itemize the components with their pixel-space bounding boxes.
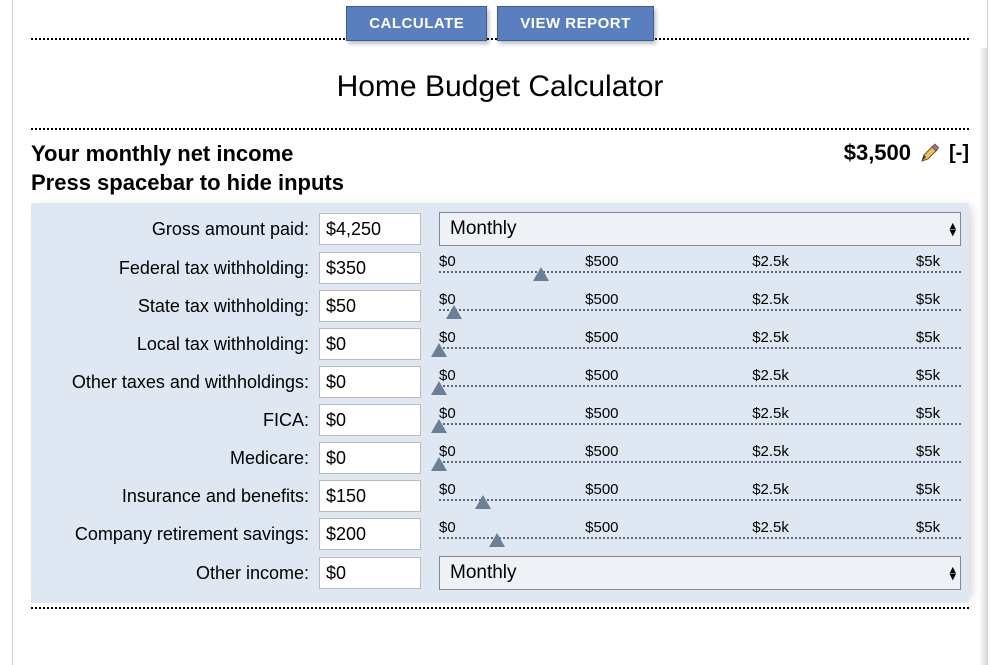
input-otherinc[interactable] [319,557,421,589]
slider-tick: $2.5k [752,253,789,270]
slider-local[interactable]: $0$500$2.5k$5k [439,329,961,359]
chevron-updown-icon: ▴▾ [949,567,956,580]
slider-tick: $2.5k [752,329,789,346]
net-income-value: $3,500 [844,140,911,166]
slider-tick: $5k [916,367,940,384]
label-insurance: Insurance and benefits: [39,486,319,507]
slider-tick: $500 [585,519,618,536]
slider-tick: $5k [916,519,940,536]
slider-tick: $2.5k [752,291,789,308]
label-local: Local tax withholding: [39,334,319,355]
label-otherinc: Other income: [39,563,319,584]
label-gross: Gross amount paid: [39,219,319,240]
label-medicare: Medicare: [39,448,319,469]
slider-tick: $5k [916,481,940,498]
slider-handle[interactable] [431,457,447,471]
slider-tick: $0 [439,253,456,270]
input-state[interactable] [319,290,421,322]
slider-tick: $2.5k [752,481,789,498]
label-fica: FICA: [39,410,319,431]
view-report-button[interactable]: VIEW REPORT [497,6,654,41]
slider-federal[interactable]: $0 $500 $2.5k $5k [439,253,961,283]
select-otherinc-frequency[interactable]: Monthly ▴▾ [439,556,961,590]
slider-handle[interactable] [431,381,447,395]
slider-tick: $2.5k [752,443,789,460]
select-gross-frequency[interactable]: Monthly ▴▾ [439,212,961,246]
slider-handle[interactable] [431,343,447,357]
slider-tick: $2.5k [752,519,789,536]
slider-handle[interactable] [533,267,549,281]
slider-tick: $0 [439,481,456,498]
label-retirement: Company retirement savings: [39,524,319,545]
input-othertax[interactable] [319,366,421,398]
slider-tick: $0 [439,519,456,536]
slider-tick: $5k [916,405,940,422]
slider-tick: $5k [916,291,940,308]
slider-tick: $2.5k [752,367,789,384]
slider-tick: $5k [916,443,940,460]
section-heading-line1: Your monthly net income [31,140,844,169]
slider-fica[interactable]: $0$500$2.5k$5k [439,405,961,435]
slider-state[interactable]: $0$500$2.5k$5k [439,291,961,321]
chevron-updown-icon: ▴▾ [949,223,956,236]
input-retirement[interactable] [319,518,421,550]
label-state: State tax withholding: [39,296,319,317]
slider-handle[interactable] [446,305,462,319]
section-heading-line2: Press spacebar to hide inputs [31,169,844,198]
slider-tick: $2.5k [752,405,789,422]
slider-tick: $500 [585,291,618,308]
slider-handle[interactable] [475,495,491,509]
calculate-button[interactable]: CALCULATE [346,6,487,41]
slider-tick: $5k [916,253,940,270]
slider-tick: $500 [585,405,618,422]
select-gross-frequency-value: Monthly [450,218,517,240]
slider-insurance[interactable]: $0 $500 $2.5k $5k [439,481,961,511]
input-gross[interactable] [319,213,421,245]
select-otherinc-frequency-value: Monthly [450,562,517,584]
slider-retirement[interactable]: $0 $500 $2.5k $5k [439,519,961,549]
inputs-panel: Gross amount paid: Monthly ▴▾ Federal ta… [31,203,969,603]
label-federal: Federal tax withholding: [39,258,319,279]
slider-tick: $500 [585,367,618,384]
slider-tick: $500 [585,253,618,270]
slider-handle[interactable] [431,419,447,433]
slider-tick: $500 [585,481,618,498]
slider-othertax[interactable]: $0$500$2.5k$5k [439,367,961,397]
edit-icon[interactable] [919,142,941,164]
slider-handle[interactable] [489,533,505,547]
slider-medicare[interactable]: $0$500$2.5k$5k [439,443,961,473]
page-title: Home Budget Calculator [13,40,987,128]
slider-tick: $500 [585,443,618,460]
slider-tick: $500 [585,329,618,346]
slider-tick: $5k [916,329,940,346]
label-othertax: Other taxes and withholdings: [39,372,319,393]
input-medicare[interactable] [319,442,421,474]
input-federal[interactable] [319,252,421,284]
collapse-toggle[interactable]: [-] [949,142,969,165]
input-local[interactable] [319,328,421,360]
input-insurance[interactable] [319,480,421,512]
input-fica[interactable] [319,404,421,436]
